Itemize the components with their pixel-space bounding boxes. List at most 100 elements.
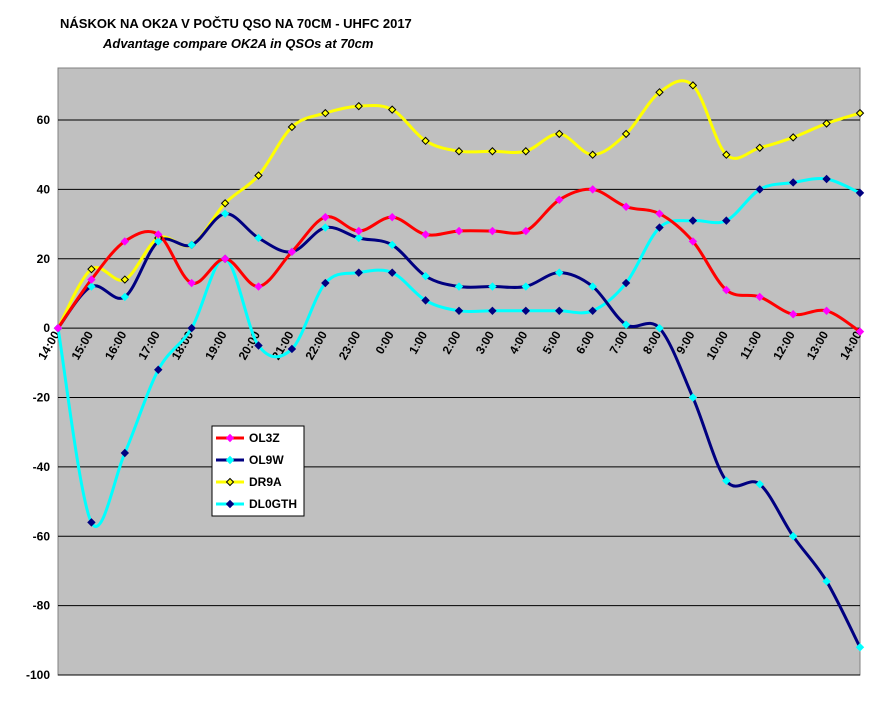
- data-point: [822, 306, 831, 316]
- y-axis-labels: 60 40 20 0 -20 -40 -60 -80 -100: [26, 113, 50, 682]
- data-point: [488, 226, 497, 236]
- data-point: [521, 306, 531, 316]
- y-tick-label: 20: [37, 252, 51, 266]
- data-point: [87, 282, 96, 291]
- data-point: [722, 476, 731, 485]
- data-point: [655, 323, 664, 333]
- y-tick-label: -60: [33, 529, 51, 543]
- data-point: [254, 233, 263, 243]
- data-point: [855, 188, 865, 198]
- data-point: [53, 323, 63, 333]
- data-point: [87, 518, 96, 527]
- data-point: [321, 278, 330, 288]
- data-point: [387, 212, 397, 222]
- data-point: [755, 185, 764, 194]
- data-point: [454, 147, 464, 156]
- y-tick-label: 60: [37, 113, 51, 127]
- data-point: [421, 296, 430, 305]
- data-point: [722, 216, 731, 225]
- data-point: [287, 344, 297, 354]
- data-point: [454, 226, 464, 236]
- legend-marker: [225, 499, 235, 509]
- data-point: [488, 282, 497, 291]
- data-point: [354, 233, 363, 243]
- data-point: [621, 129, 631, 139]
- data-point: [187, 278, 196, 288]
- data-point: [722, 150, 731, 159]
- data-point: [154, 237, 163, 246]
- data-point: [555, 268, 564, 277]
- legend-marker: [225, 477, 235, 487]
- data-point: [387, 240, 397, 250]
- data-point: [187, 323, 196, 333]
- y-tick-label: -100: [26, 668, 50, 682]
- series-markers: [53, 81, 865, 652]
- data-point: [755, 292, 764, 302]
- data-point: [822, 577, 831, 586]
- data-point: [788, 133, 798, 142]
- data-point: [421, 271, 430, 281]
- data-point: [788, 178, 798, 187]
- legend-marker: [225, 455, 235, 465]
- data-point: [688, 81, 698, 90]
- y-tick-label: 0: [43, 321, 50, 335]
- data-point: [220, 199, 230, 208]
- data-point: [354, 268, 363, 277]
- data-point: [187, 240, 196, 250]
- data-point: [588, 282, 597, 291]
- data-point: [855, 327, 865, 336]
- data-point: [454, 282, 464, 291]
- data-point: [788, 532, 798, 541]
- data-point: [454, 306, 464, 316]
- y-tick-label: -80: [33, 599, 51, 613]
- data-point: [688, 216, 698, 225]
- data-point: [521, 147, 531, 156]
- plot-area: [57, 67, 861, 676]
- data-point: [120, 292, 130, 302]
- data-point: [287, 122, 297, 132]
- data-point: [321, 212, 330, 222]
- legend-label: OL3Z: [249, 431, 280, 445]
- data-point: [588, 150, 597, 159]
- data-point: [254, 171, 263, 180]
- data-point: [822, 174, 831, 184]
- data-point: [555, 129, 564, 139]
- data-point: [354, 226, 363, 236]
- data-point: [755, 480, 764, 489]
- data-point: [254, 341, 263, 350]
- data-point: [688, 393, 698, 402]
- data-point: [555, 195, 564, 205]
- data-point: [154, 230, 163, 239]
- data-point: [220, 254, 230, 263]
- legend: OL3Z OL9W DR9A DL0GTH: [211, 425, 305, 517]
- legend-label: DL0GTH: [249, 497, 297, 511]
- data-point: [154, 365, 163, 374]
- data-point: [488, 147, 497, 156]
- data-point: [120, 448, 130, 458]
- data-point: [755, 143, 764, 152]
- data-point: [722, 285, 731, 295]
- data-point: [521, 226, 531, 236]
- legend-box: [211, 425, 305, 517]
- data-point: [621, 320, 631, 329]
- data-point: [822, 119, 831, 128]
- data-point: [87, 264, 96, 274]
- legend-label: OL9W: [249, 453, 284, 467]
- data-point: [788, 310, 798, 319]
- y-tick-label: 40: [37, 182, 51, 196]
- data-point: [120, 237, 130, 246]
- data-point: [287, 247, 297, 257]
- grid-lines: [58, 119, 860, 676]
- data-point: [488, 306, 497, 316]
- data-point: [521, 282, 531, 291]
- data-point: [621, 202, 631, 211]
- data-point: [421, 230, 430, 239]
- legend-marker: [225, 433, 235, 443]
- y-tick-label: -20: [33, 391, 51, 405]
- data-point: [621, 278, 631, 288]
- data-point: [87, 275, 96, 284]
- data-point: [588, 306, 597, 316]
- legend-label: DR9A: [249, 475, 282, 489]
- data-point: [855, 643, 865, 652]
